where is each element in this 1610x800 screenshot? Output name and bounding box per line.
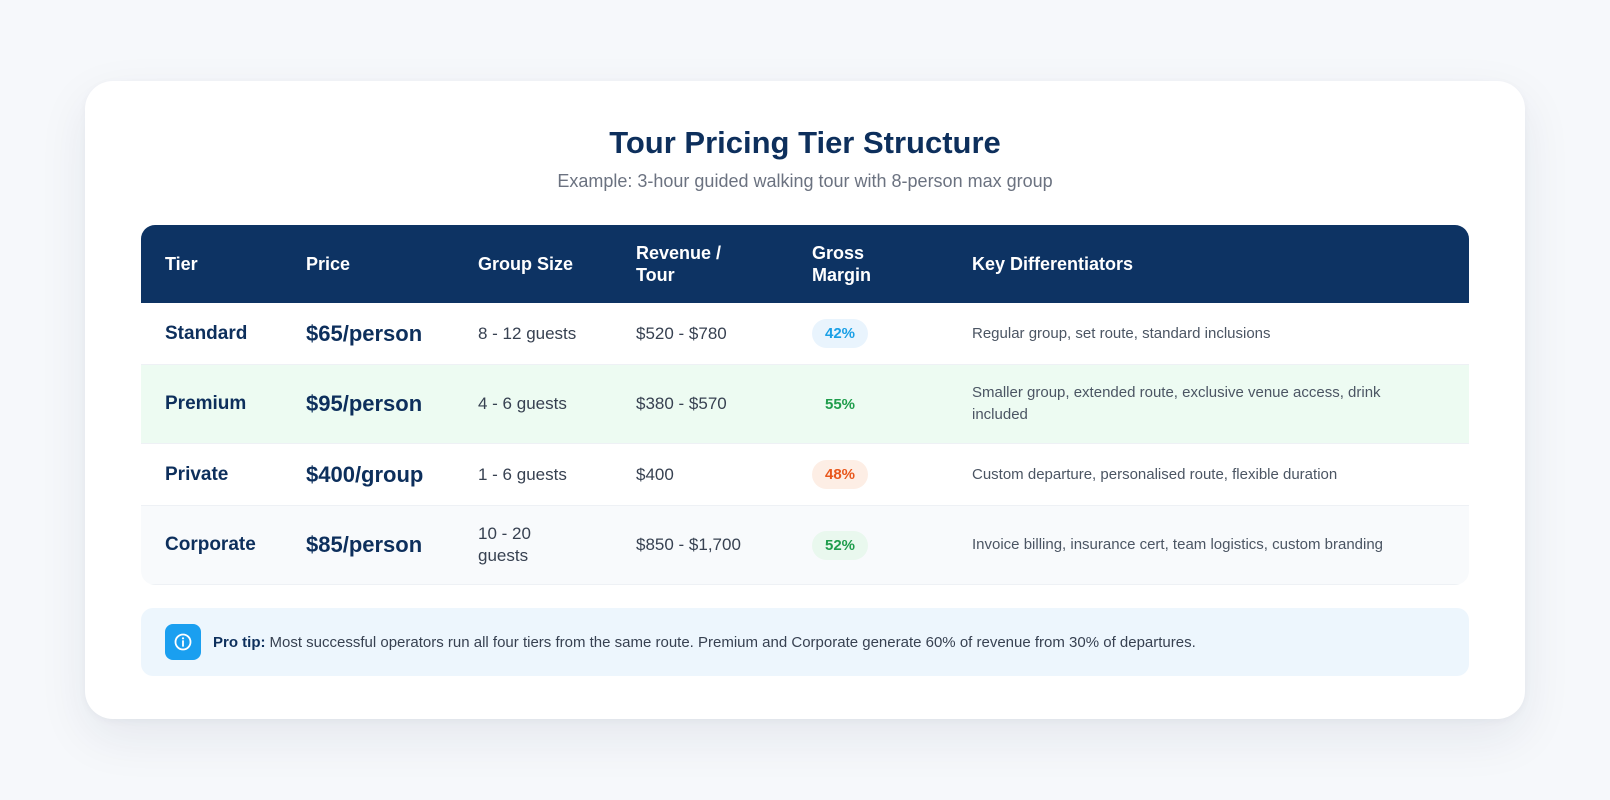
pro-tip-body: Most successful operators run all four t… [269,633,1196,651]
tier-differentiators: Smaller group, extended route, exclusive… [972,384,1381,423]
tier-price: $400/group [306,461,424,487]
tier-margin-cell: 52% [788,530,948,560]
pricing-table: Tier Price Group Size Revenue / Tour Gro… [141,225,1469,585]
tier-name: Private [165,463,229,485]
pro-tip-text: Pro tip: Most successful operators run al… [213,634,1196,651]
margin-badge: 55% [825,395,856,413]
pricing-card: Tour Pricing Tier Structure Example: 3-h… [85,81,1525,719]
tier-name: Standard [165,322,248,344]
tier-name: Corporate [165,534,256,555]
header-revenue: Revenue / Tour [612,242,788,286]
margin-badge: 42% [812,319,869,348]
table-row: Premium $95/person 4 - 6 guests $380 - $… [141,365,1469,444]
table-row: Corporate $85/person 10 - 20 guests $850… [141,506,1469,585]
header-margin: Gross Margin [788,242,948,286]
tier-revenue: $520 - $780 [636,323,727,343]
page-title: Tour Pricing Tier Structure [609,125,1001,160]
tier-price: $65/person [306,320,423,346]
tier-differentiators: Custom departure, personalised route, fl… [972,465,1338,483]
table-header-row: Tier Price Group Size Revenue / Tour Gro… [141,225,1469,303]
tier-group-size: 4 - 6 guests [478,394,567,413]
tier-margin-cell: 42% [788,319,948,348]
header-margin-line1: Gross [812,243,865,263]
header-revenue-line2: Tour [636,265,675,285]
tier-revenue: $380 - $570 [636,394,727,413]
table-row: Standard $65/person 8 - 12 guests $520 -… [141,303,1469,365]
tier-margin-cell: 48% [788,460,948,489]
tier-revenue: $850 - $1,700 [636,535,741,554]
tier-group-size: 10 - 20 guests [478,524,531,565]
table-row: Private $400/group 1 - 6 guests $400 48%… [141,444,1469,506]
tier-price: $85/person [306,532,423,557]
tier-differentiators: Regular group, set route, standard inclu… [972,324,1271,342]
page-subtitle: Example: 3-hour guided walking tour with… [557,171,1053,191]
header-group-size: Group Size [478,254,574,274]
tier-group-size: 1 - 6 guests [478,464,567,484]
tier-margin-cell: 55% [788,390,948,419]
tier-differentiators: Invoice billing, insurance cert, team lo… [972,536,1384,553]
margin-badge: 48% [812,460,869,489]
tier-name: Premium [165,393,247,414]
tier-group-size: 8 - 12 guests [478,323,577,343]
header-price: Price [306,254,351,274]
header-revenue-line1: Revenue / [636,243,722,263]
pro-tip-label: Pro tip: [213,633,266,651]
header-margin-line2: Margin [812,265,872,285]
header-differentiators: Key Differentiators [972,254,1134,274]
header-tier: Tier [165,254,198,274]
tier-price: $95/person [306,391,423,416]
pro-tip-banner: Pro tip: Most successful operators run al… [141,608,1469,676]
info-icon [165,624,201,660]
margin-badge: 52% [812,530,869,560]
tier-revenue: $400 [636,464,674,484]
